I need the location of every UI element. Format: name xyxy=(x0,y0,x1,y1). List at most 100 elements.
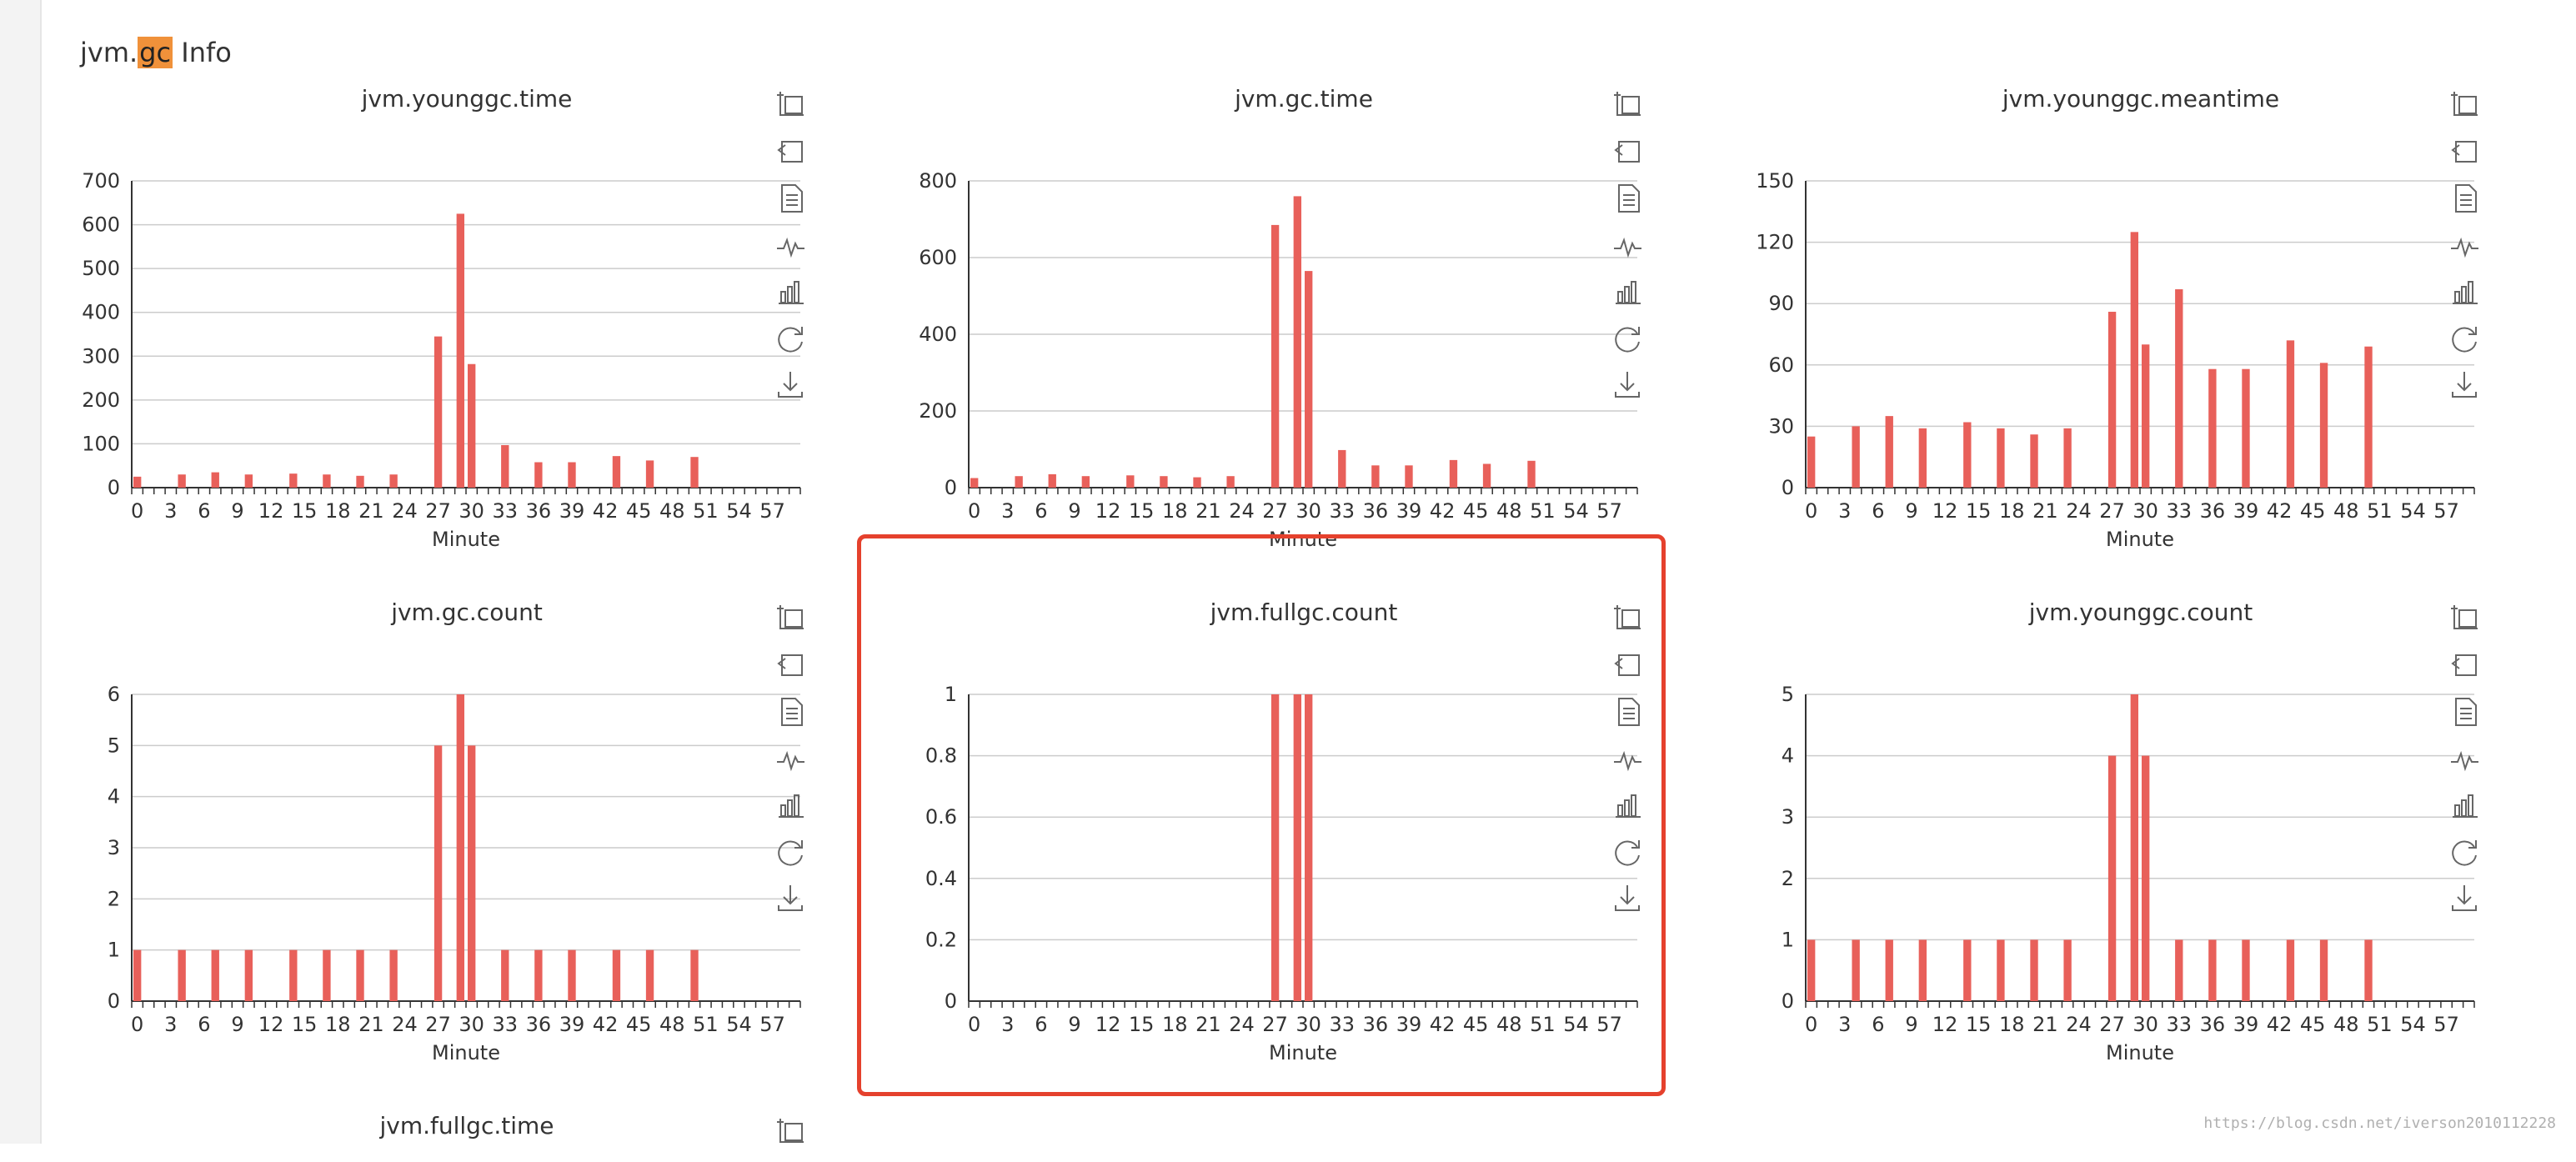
x-tick-label: 39 xyxy=(559,499,585,523)
line-chart-icon[interactable] xyxy=(774,742,807,775)
chart-toolbox xyxy=(2448,88,2484,415)
data-view-icon[interactable] xyxy=(1611,182,1644,215)
bar xyxy=(1807,436,1816,488)
bar xyxy=(1305,271,1313,488)
restore-icon[interactable] xyxy=(774,322,807,355)
chart-panel-fullgc-time: jvm.fullgc.time xyxy=(50,1060,884,1144)
y-tick-label: 800 xyxy=(919,169,957,193)
bar xyxy=(1270,694,1280,1001)
save-image-icon[interactable] xyxy=(774,882,807,915)
y-tick-label: 3 xyxy=(108,836,120,859)
x-tick-label: 0 xyxy=(1805,1013,1817,1036)
zoom-icon[interactable] xyxy=(1611,88,1644,122)
chart-title: jvm.fullgc.time xyxy=(379,1112,554,1139)
chart-toolbox xyxy=(774,1115,810,1162)
x-tick-label: 18 xyxy=(1162,499,1188,523)
zoom-reset-icon[interactable] xyxy=(1611,649,1644,682)
x-axis-label: Minute xyxy=(2106,1041,2174,1064)
bar-chart-icon[interactable] xyxy=(1611,789,1644,822)
save-image-icon[interactable] xyxy=(774,368,807,402)
restore-icon[interactable] xyxy=(774,835,807,869)
x-tick-label: 54 xyxy=(726,1013,752,1036)
x-tick-label: 33 xyxy=(2167,499,2193,523)
bar xyxy=(1852,939,1860,1001)
chart-panel-younggc-meantime: jvm.younggc.meantime 0 30 60 90 120 150 0 3 6 9 12… xyxy=(1724,33,2558,551)
bar-chart-icon[interactable] xyxy=(1611,275,1644,308)
zoom-icon[interactable] xyxy=(774,1115,807,1149)
y-tick-label: 3 xyxy=(1782,805,1794,829)
x-axis-label: Minute xyxy=(1269,1041,1337,1064)
bar-chart-icon[interactable] xyxy=(774,789,807,822)
x-tick-label: 18 xyxy=(325,499,351,523)
x-tick-label: 12 xyxy=(258,1013,284,1036)
line-chart-icon[interactable] xyxy=(2448,742,2481,775)
zoom-reset-icon[interactable] xyxy=(2448,135,2481,168)
bar xyxy=(2364,346,2373,488)
bar xyxy=(456,213,464,488)
y-tick-label: 200 xyxy=(919,399,957,423)
x-tick-label: 15 xyxy=(1129,1013,1155,1036)
x-tick-label: 42 xyxy=(1430,1013,1456,1036)
x-tick-label: 24 xyxy=(392,499,418,523)
x-tick-label: 45 xyxy=(2300,499,2326,523)
x-tick-label: 15 xyxy=(1129,499,1155,523)
chart-toolbox xyxy=(774,602,810,929)
x-tick-label: 9 xyxy=(1905,1013,1917,1036)
save-image-icon[interactable] xyxy=(2448,882,2481,915)
zoom-reset-icon[interactable] xyxy=(1611,135,1644,168)
y-tick-label: 2 xyxy=(108,887,120,910)
restore-icon[interactable] xyxy=(1611,322,1644,355)
zoom-reset-icon[interactable] xyxy=(774,649,807,682)
title-prefix: jvm. xyxy=(80,37,138,68)
line-chart-icon[interactable] xyxy=(1611,228,1644,262)
bar-chart-icon[interactable] xyxy=(2448,789,2481,822)
bar xyxy=(2107,755,2117,1001)
bar xyxy=(468,745,476,1001)
zoom-icon[interactable] xyxy=(1611,602,1644,635)
bar xyxy=(1048,473,1056,488)
x-tick-label: 9 xyxy=(231,1013,243,1036)
bar xyxy=(2286,939,2295,1001)
x-tick-label: 3 xyxy=(1001,1013,1014,1036)
bar xyxy=(2063,939,2072,1001)
y-tick-label: 700 xyxy=(82,169,120,193)
bar xyxy=(1918,428,1927,488)
zoom-icon[interactable] xyxy=(774,88,807,122)
restore-icon[interactable] xyxy=(1611,835,1644,869)
bar-chart-icon[interactable] xyxy=(2448,275,2481,308)
x-tick-label: 6 xyxy=(198,499,210,523)
x-tick-label: 9 xyxy=(1068,1013,1080,1036)
x-tick-label: 12 xyxy=(1932,1013,1958,1036)
line-chart-icon[interactable] xyxy=(774,228,807,262)
restore-icon[interactable] xyxy=(2448,322,2481,355)
bar xyxy=(1963,939,1972,1001)
y-tick-label: 0 xyxy=(1782,476,1794,499)
bar xyxy=(1997,939,2005,1001)
data-view-icon[interactable] xyxy=(774,182,807,215)
zoom-reset-icon[interactable] xyxy=(2448,649,2481,682)
restore-icon[interactable] xyxy=(2448,835,2481,869)
zoom-icon[interactable] xyxy=(2448,88,2481,122)
bar-chart-icon[interactable] xyxy=(774,275,807,308)
save-image-icon[interactable] xyxy=(1611,368,1644,402)
line-chart-icon[interactable] xyxy=(1611,742,1644,775)
save-image-icon[interactable] xyxy=(2448,368,2481,402)
line-chart-icon[interactable] xyxy=(2448,228,2481,262)
y-tick-label: 5 xyxy=(108,734,120,757)
x-tick-label: 57 xyxy=(759,1013,785,1036)
data-view-icon[interactable] xyxy=(2448,182,2481,215)
save-image-icon[interactable] xyxy=(1611,882,1644,915)
zoom-icon[interactable] xyxy=(2448,602,2481,635)
bar xyxy=(456,694,464,1001)
zoom-icon[interactable] xyxy=(774,602,807,635)
x-tick-label: 48 xyxy=(2333,1013,2359,1036)
data-view-icon[interactable] xyxy=(2448,695,2481,729)
x-tick-label: 42 xyxy=(593,499,619,523)
data-view-icon[interactable] xyxy=(1611,695,1644,729)
x-tick-label: 6 xyxy=(1872,1013,1884,1036)
x-tick-label: 12 xyxy=(1095,499,1121,523)
chart-toolbox xyxy=(1611,602,1647,929)
data-view-icon[interactable] xyxy=(774,695,807,729)
y-tick-label: 0.6 xyxy=(925,805,957,829)
zoom-reset-icon[interactable] xyxy=(774,135,807,168)
